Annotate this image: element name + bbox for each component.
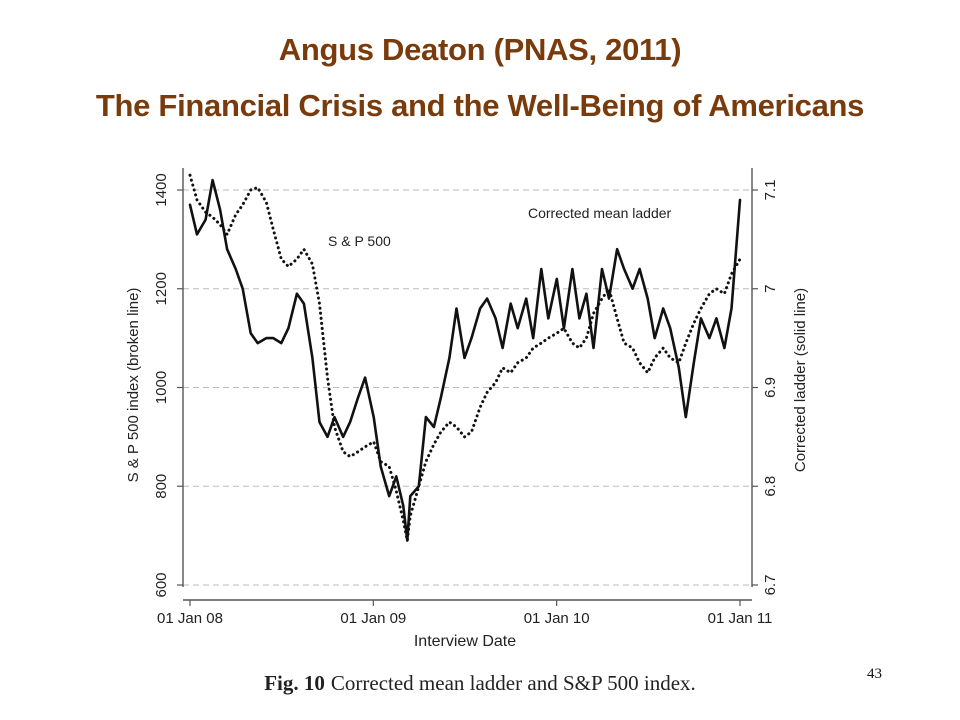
- y-right-tick-label: 6.8: [762, 476, 779, 497]
- y-right-tick-label: 6.7: [762, 575, 779, 596]
- y-left-tick-label: 1400: [153, 173, 170, 206]
- y-axis-right-label: Corrected ladder (solid line): [792, 288, 809, 472]
- figure-caption: Fig. 10 Corrected mean ladder and S&P 500…: [0, 671, 960, 696]
- y-axis-left-label: S & P 500 index (broken line): [125, 288, 142, 483]
- ladder-line: [188, 178, 742, 542]
- x-tick-label: 01 Jan 09: [340, 610, 406, 627]
- sp500-line: [188, 173, 742, 543]
- y-right-tick-label: 6.9: [762, 377, 779, 398]
- x-tick-label: 01 Jan 10: [524, 610, 590, 627]
- tick-labels: 600 800 1000 1200 1400 6.7 6.8 6.9 7 7.1 01 Jan 08…: [153, 173, 779, 627]
- slide-title-line-1: Angus Deaton (PNAS, 2011): [278, 32, 682, 67]
- y-right-tick-label: 7.1: [762, 180, 779, 201]
- x-tick-label: 01 Jan 11: [708, 610, 773, 627]
- x-tick-label: 01 Jan 08: [157, 610, 223, 627]
- y-left-tick-label: 600: [153, 572, 170, 597]
- series: [188, 173, 742, 543]
- page-number: 43: [867, 666, 882, 682]
- x-axis-label: Interview Date: [414, 633, 516, 650]
- figure-caption-label: Fig. 10: [264, 671, 325, 695]
- annotation-sp500: S & P 500: [328, 233, 391, 249]
- annotation-corrected-mean-ladder: Corrected mean ladder: [528, 205, 672, 221]
- grid-lines: [183, 189, 752, 586]
- axes: [182, 168, 753, 601]
- slide-title-line-2: The Financial Crisis and the Well-Being …: [95, 88, 865, 123]
- figure-caption-text: Corrected mean ladder and S&P 500 index.: [330, 671, 696, 695]
- y-left-tick-label: 1000: [153, 371, 170, 404]
- y-left-tick-label: 1200: [153, 272, 170, 305]
- y-right-tick-label: 7: [762, 285, 779, 293]
- y-left-tick-label: 800: [153, 474, 170, 499]
